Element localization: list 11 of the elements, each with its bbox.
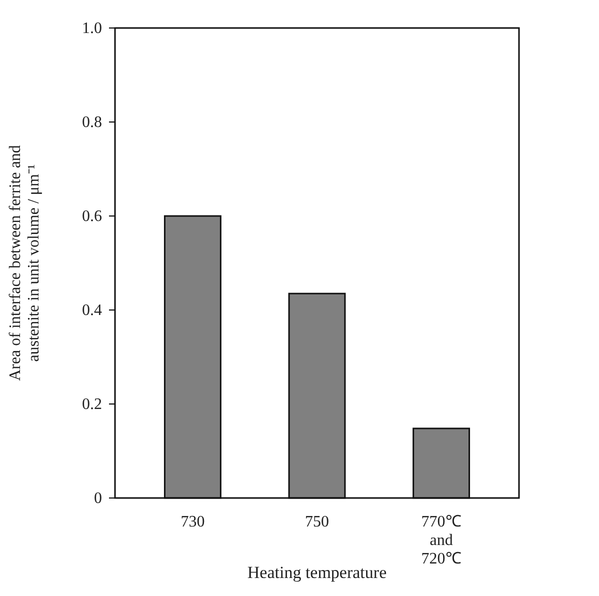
y-tick-label: 0.2 [82,396,102,414]
x-axis-title: Heating temperature [247,563,387,582]
y-tick-label: 0.4 [82,302,102,320]
y-tick-label: 0.8 [82,114,102,132]
y-tick-label: 0 [94,490,102,508]
y-tick-label: 0.6 [82,208,102,226]
x-tick-label: 730 [180,514,205,531]
x-tick-label: 750 [305,514,329,531]
y-tick-label: 1.0 [82,20,102,38]
x-tick-label: 770℃ and 720℃ [421,514,462,568]
y-axis-title: Area of interface between ferrite and austenite in unit volume / μm⁻¹ [7,145,42,381]
